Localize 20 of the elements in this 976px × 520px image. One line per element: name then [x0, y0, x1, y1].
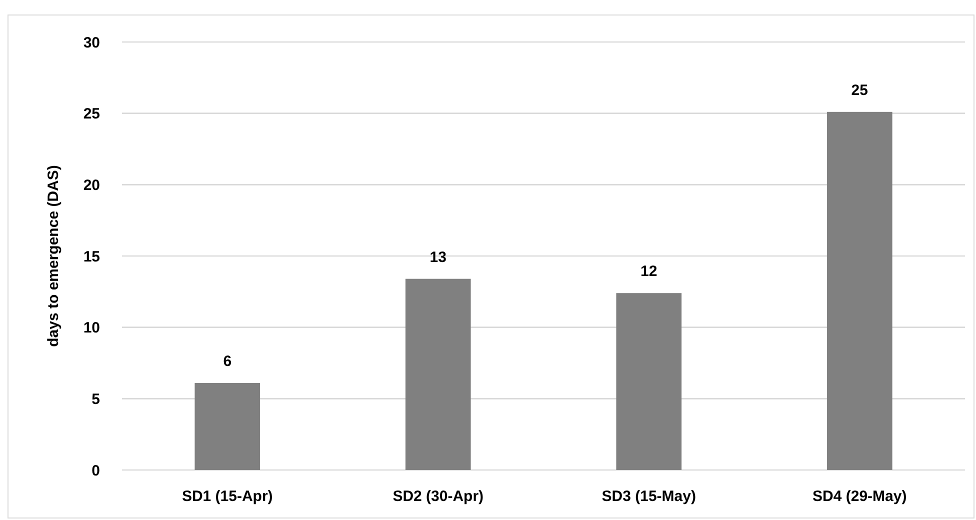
bar [826, 112, 892, 470]
y-tick-label: 0 [92, 462, 100, 480]
data-label: 13 [430, 248, 446, 266]
bar [405, 278, 471, 470]
y-tick-label: 20 [83, 176, 100, 194]
y-tick-label: 15 [83, 248, 100, 266]
y-tick-label: 25 [83, 106, 100, 123]
x-tick-label: SD3 (15-May) [602, 488, 696, 505]
y-tick-label: 5 [92, 390, 100, 408]
data-label: 6 [223, 352, 232, 370]
x-tick-label: SD4 (29-May) [812, 488, 907, 505]
data-label: 12 [640, 263, 658, 280]
y-axis-title: days to emergence (DAS) [45, 165, 62, 347]
y-tick-label: 10 [83, 320, 100, 337]
data-label: 25 [851, 82, 868, 99]
bar [194, 382, 260, 470]
bar [616, 293, 682, 470]
y-tick-label: 30 [83, 34, 100, 52]
x-tick-label: SD1 (15-Apr) [182, 488, 273, 505]
x-tick-label: SD2 (30-Apr) [392, 488, 484, 505]
